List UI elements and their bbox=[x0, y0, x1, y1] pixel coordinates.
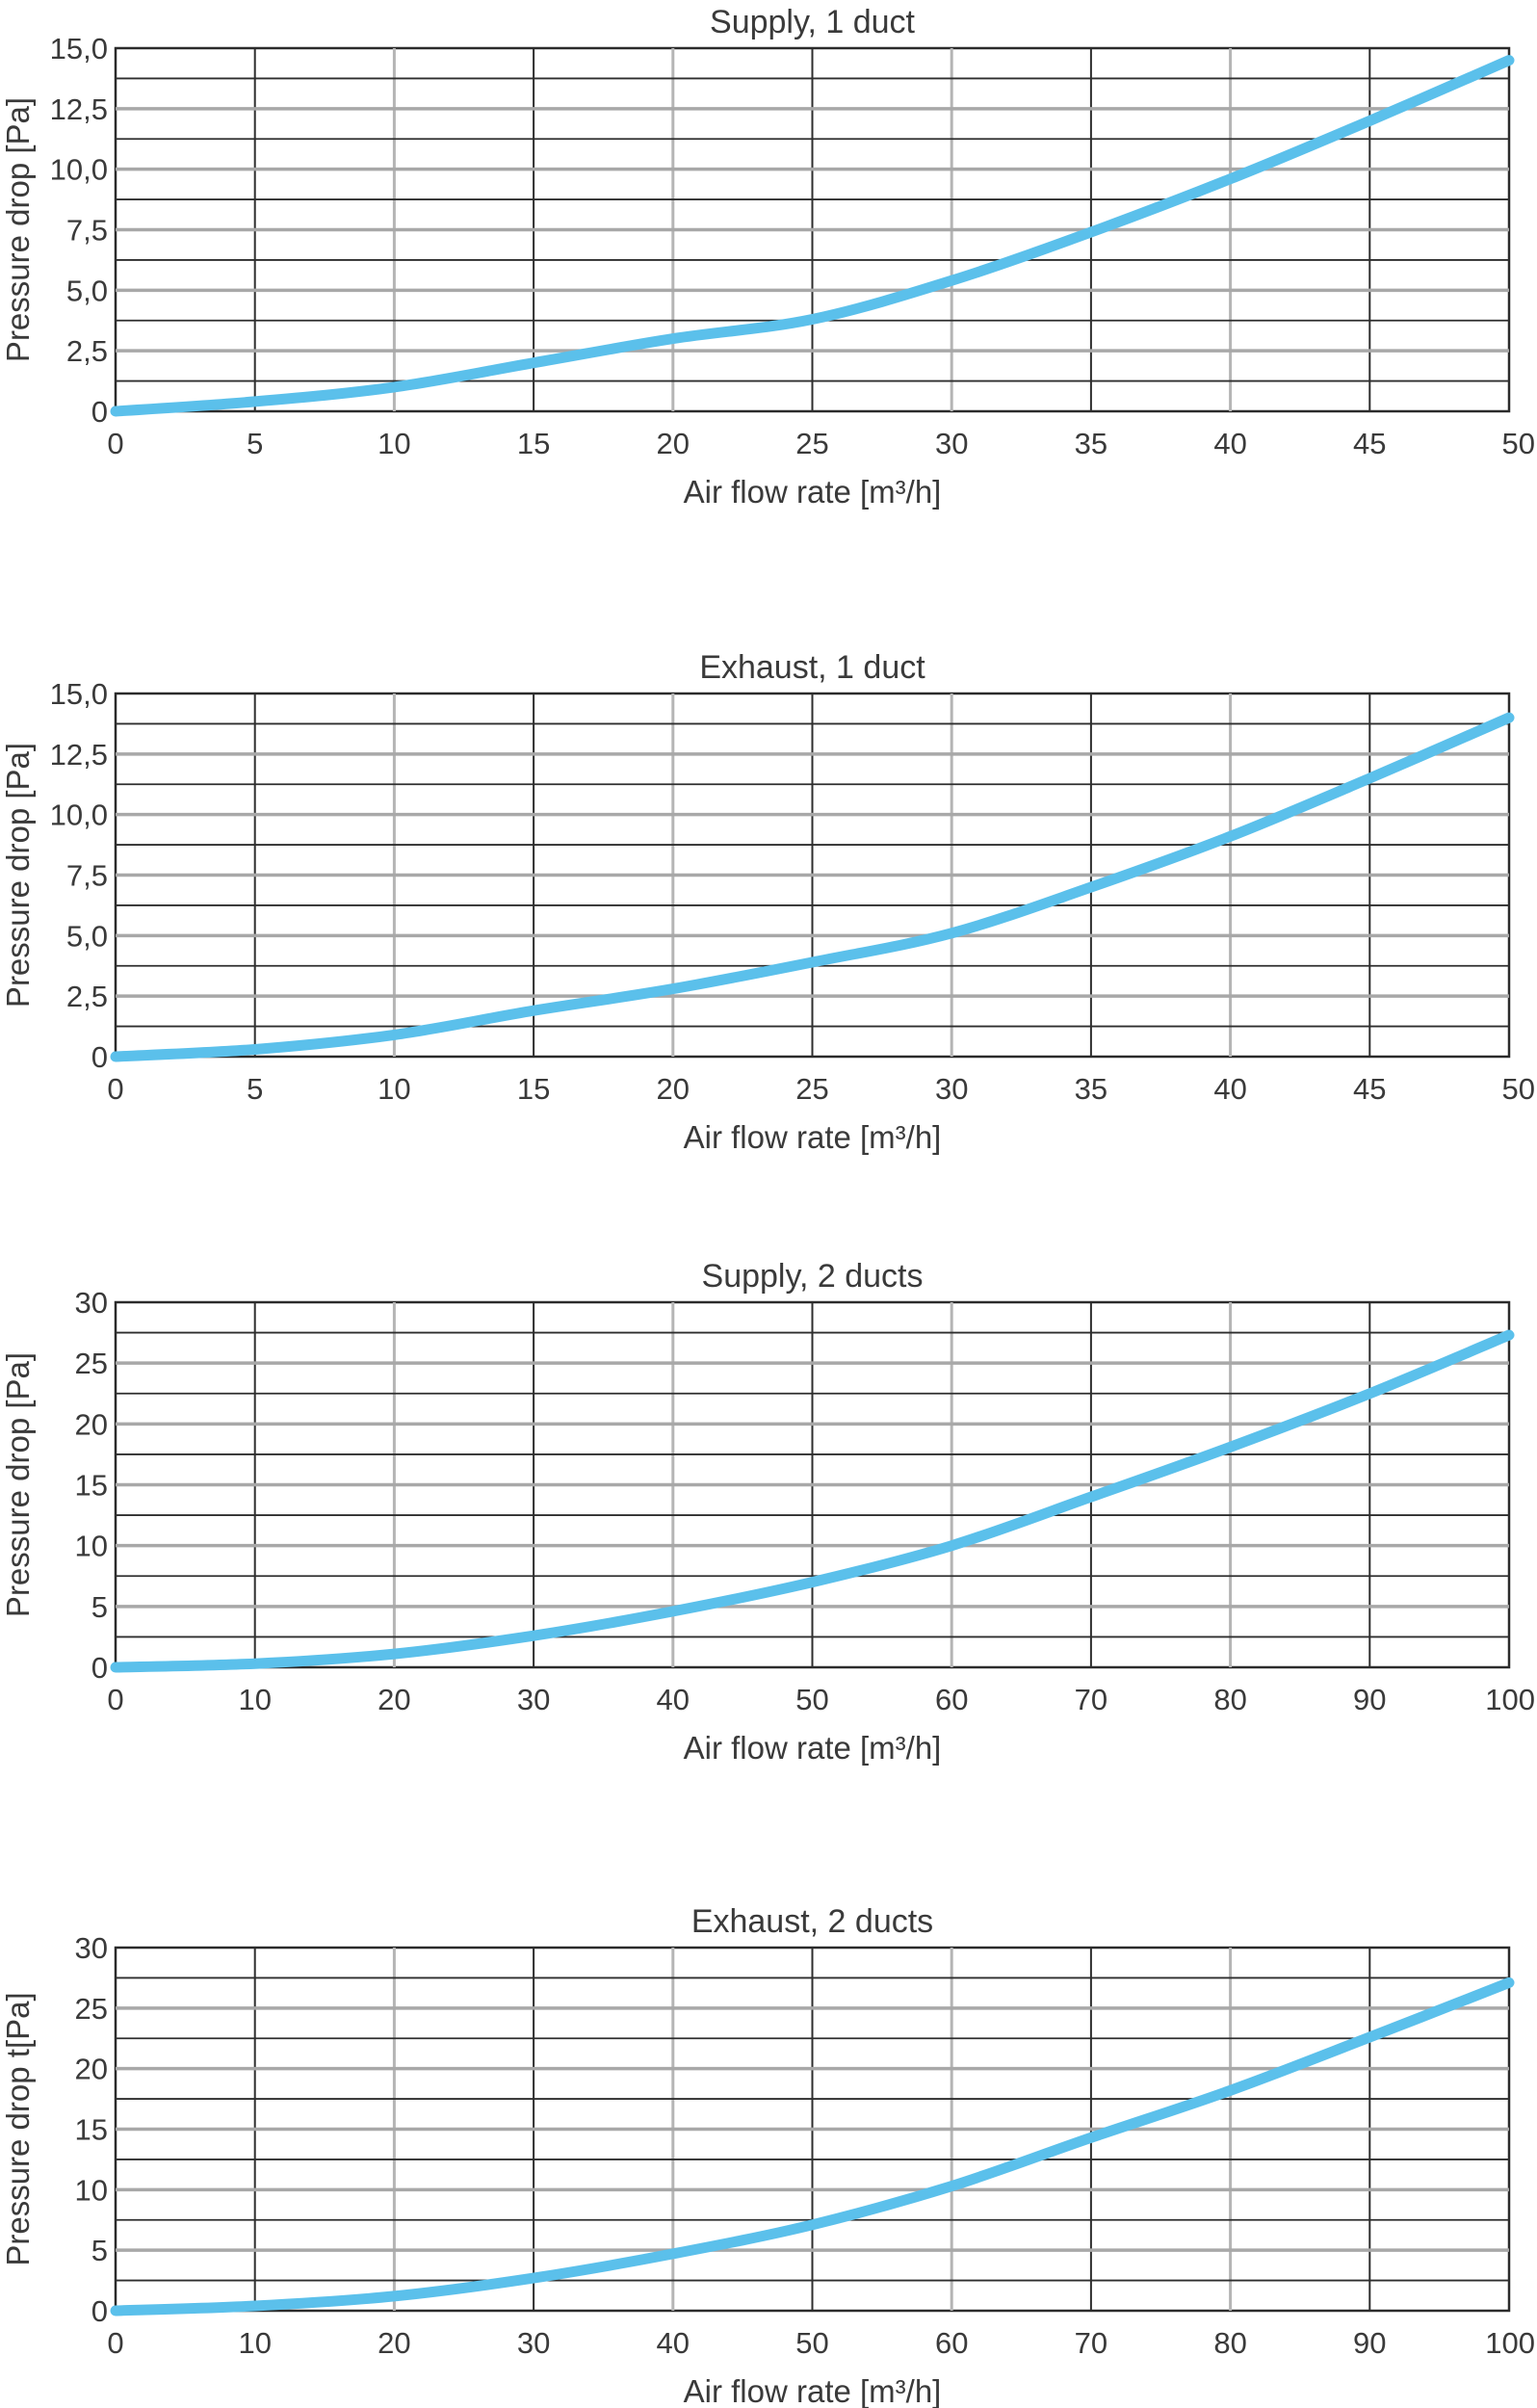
data-line-2 bbox=[110, 712, 1515, 1062]
x-tick-label: 35 bbox=[1075, 427, 1107, 460]
x-tick-label: 40 bbox=[657, 2326, 690, 2360]
y-tick-label: 25 bbox=[75, 1347, 108, 1380]
x-tick-label: 50 bbox=[1502, 427, 1535, 460]
x-tick-label: 10 bbox=[378, 1072, 410, 1106]
x-tick-label: 5 bbox=[247, 427, 263, 460]
y-tick-label: 2,5 bbox=[66, 334, 108, 368]
x-tick-label: 40 bbox=[1213, 1072, 1246, 1106]
x-tick-label: 0 bbox=[107, 427, 123, 460]
x-tick-label: 10 bbox=[238, 1683, 271, 1716]
x-tick-label: 60 bbox=[935, 2326, 968, 2360]
y-tick-label: 12,5 bbox=[50, 738, 108, 772]
y-tick-label: 10 bbox=[75, 2173, 108, 2207]
y-tick-label: 25 bbox=[75, 1992, 108, 2026]
chart-title: Exhaust, 1 duct bbox=[699, 649, 925, 686]
x-tick-label: 25 bbox=[795, 427, 828, 460]
x-tick-label: 60 bbox=[935, 1683, 968, 1716]
x-tick-label: 50 bbox=[795, 2326, 828, 2360]
y-tick-label: 2,5 bbox=[66, 980, 108, 1013]
y-tick-label: 15 bbox=[75, 1469, 108, 1503]
x-tick-label: 15 bbox=[517, 1072, 550, 1106]
y-tick-label: 20 bbox=[75, 2053, 108, 2086]
y-tick-label: 0 bbox=[91, 1040, 108, 1074]
chart-panel-4: 0 5 10 15 20 25 30 0 10 20 30 40 50 60 70 80 90 100 Exhaus… bbox=[0, 1903, 1535, 2408]
x-axis-label: Air flow rate [m³/h] bbox=[684, 2373, 942, 2408]
x-tick-label: 50 bbox=[795, 1683, 828, 1716]
x-tick-label: 80 bbox=[1213, 2326, 1246, 2360]
x-tick-label: 90 bbox=[1353, 1683, 1386, 1716]
y-tick-label: 0 bbox=[91, 1651, 108, 1685]
x-tick-label: 20 bbox=[657, 427, 690, 460]
x-tick-label: 100 bbox=[1485, 2326, 1535, 2360]
x-tick-label: 30 bbox=[517, 2326, 550, 2360]
chart-title: Supply, 2 ducts bbox=[702, 1258, 924, 1295]
y-tick-label: 12,5 bbox=[50, 92, 108, 126]
y-tick-label: 30 bbox=[75, 1931, 108, 1965]
y-tick-label: 5,0 bbox=[66, 274, 108, 307]
chart-panel-3: 0 5 10 15 20 25 30 0 10 20 30 40 50 60 70 80 90 100 Supply… bbox=[0, 1258, 1535, 1766]
x-tick-label: 100 bbox=[1485, 1683, 1535, 1716]
x-axis-label: Air flow rate [m³/h] bbox=[684, 1730, 942, 1766]
x-tick-label: 10 bbox=[238, 2326, 271, 2360]
x-tick-label: 70 bbox=[1075, 2326, 1107, 2360]
y-axis-label: Pressure drop [Pa] bbox=[0, 97, 36, 362]
x-tick-label: 0 bbox=[107, 2326, 123, 2360]
y-tick-label: 15 bbox=[75, 2113, 108, 2147]
x-tick-label: 15 bbox=[517, 427, 550, 460]
y-tick-label: 15,0 bbox=[50, 32, 108, 65]
data-line-4 bbox=[110, 1976, 1515, 2316]
y-tick-label: 30 bbox=[75, 1286, 108, 1320]
x-tick-label: 30 bbox=[935, 1072, 968, 1106]
chart-title: Exhaust, 2 ducts bbox=[691, 1903, 933, 1940]
y-axis-label: Pressure drop [Pa] bbox=[0, 743, 36, 1008]
chart-panel-2: 0 2,5 5,0 7,5 10,0 12,5 15,0 0 5 10 15 20 25 30 35 40 45… bbox=[0, 649, 1535, 1155]
y-tick-label: 15,0 bbox=[50, 677, 108, 711]
x-tick-label: 35 bbox=[1075, 1072, 1107, 1106]
x-tick-label: 0 bbox=[107, 1683, 123, 1716]
y-tick-label: 10,0 bbox=[50, 798, 108, 832]
y-tick-label: 5,0 bbox=[66, 919, 108, 953]
x-tick-label: 20 bbox=[657, 1072, 690, 1106]
y-axis-label: Pressure drop t[Pa] bbox=[0, 1992, 36, 2265]
y-axis-label: Pressure drop [Pa] bbox=[0, 1352, 36, 1617]
data-line-1 bbox=[110, 55, 1515, 417]
x-tick-label: 80 bbox=[1213, 1683, 1246, 1716]
data-line-3 bbox=[110, 1329, 1515, 1673]
x-tick-label: 70 bbox=[1075, 1683, 1107, 1716]
x-tick-label: 30 bbox=[517, 1683, 550, 1716]
x-tick-label: 50 bbox=[1502, 1072, 1535, 1106]
x-tick-label: 0 bbox=[107, 1072, 123, 1106]
y-tick-label: 10,0 bbox=[50, 153, 108, 187]
x-tick-label: 30 bbox=[935, 427, 968, 460]
x-tick-label: 45 bbox=[1353, 427, 1386, 460]
chart-title: Supply, 1 duct bbox=[710, 4, 916, 40]
y-tick-label: 5 bbox=[91, 1590, 108, 1624]
y-tick-label: 0 bbox=[91, 395, 108, 429]
x-axis-label: Air flow rate [m³/h] bbox=[684, 1119, 942, 1155]
x-axis-label: Air flow rate [m³/h] bbox=[684, 474, 942, 510]
x-tick-label: 90 bbox=[1353, 2326, 1386, 2360]
y-tick-label: 5 bbox=[91, 2234, 108, 2267]
x-tick-label: 20 bbox=[378, 2326, 410, 2360]
x-tick-label: 20 bbox=[378, 1683, 410, 1716]
x-tick-label: 10 bbox=[378, 427, 410, 460]
x-tick-label: 40 bbox=[657, 1683, 690, 1716]
y-tick-label: 10 bbox=[75, 1530, 108, 1563]
y-tick-label: 7,5 bbox=[66, 214, 108, 248]
y-tick-label: 0 bbox=[91, 2294, 108, 2328]
y-tick-label: 20 bbox=[75, 1407, 108, 1441]
x-tick-label: 40 bbox=[1213, 427, 1246, 460]
x-tick-label: 45 bbox=[1353, 1072, 1386, 1106]
y-tick-label: 7,5 bbox=[66, 859, 108, 893]
x-tick-label: 5 bbox=[247, 1072, 263, 1106]
x-tick-label: 25 bbox=[795, 1072, 828, 1106]
chart-panel-1: 0 2,5 5,0 7,5 10,0 12,5 15,0 0 5 10 15 20 25 30 35 40 45… bbox=[0, 4, 1535, 510]
